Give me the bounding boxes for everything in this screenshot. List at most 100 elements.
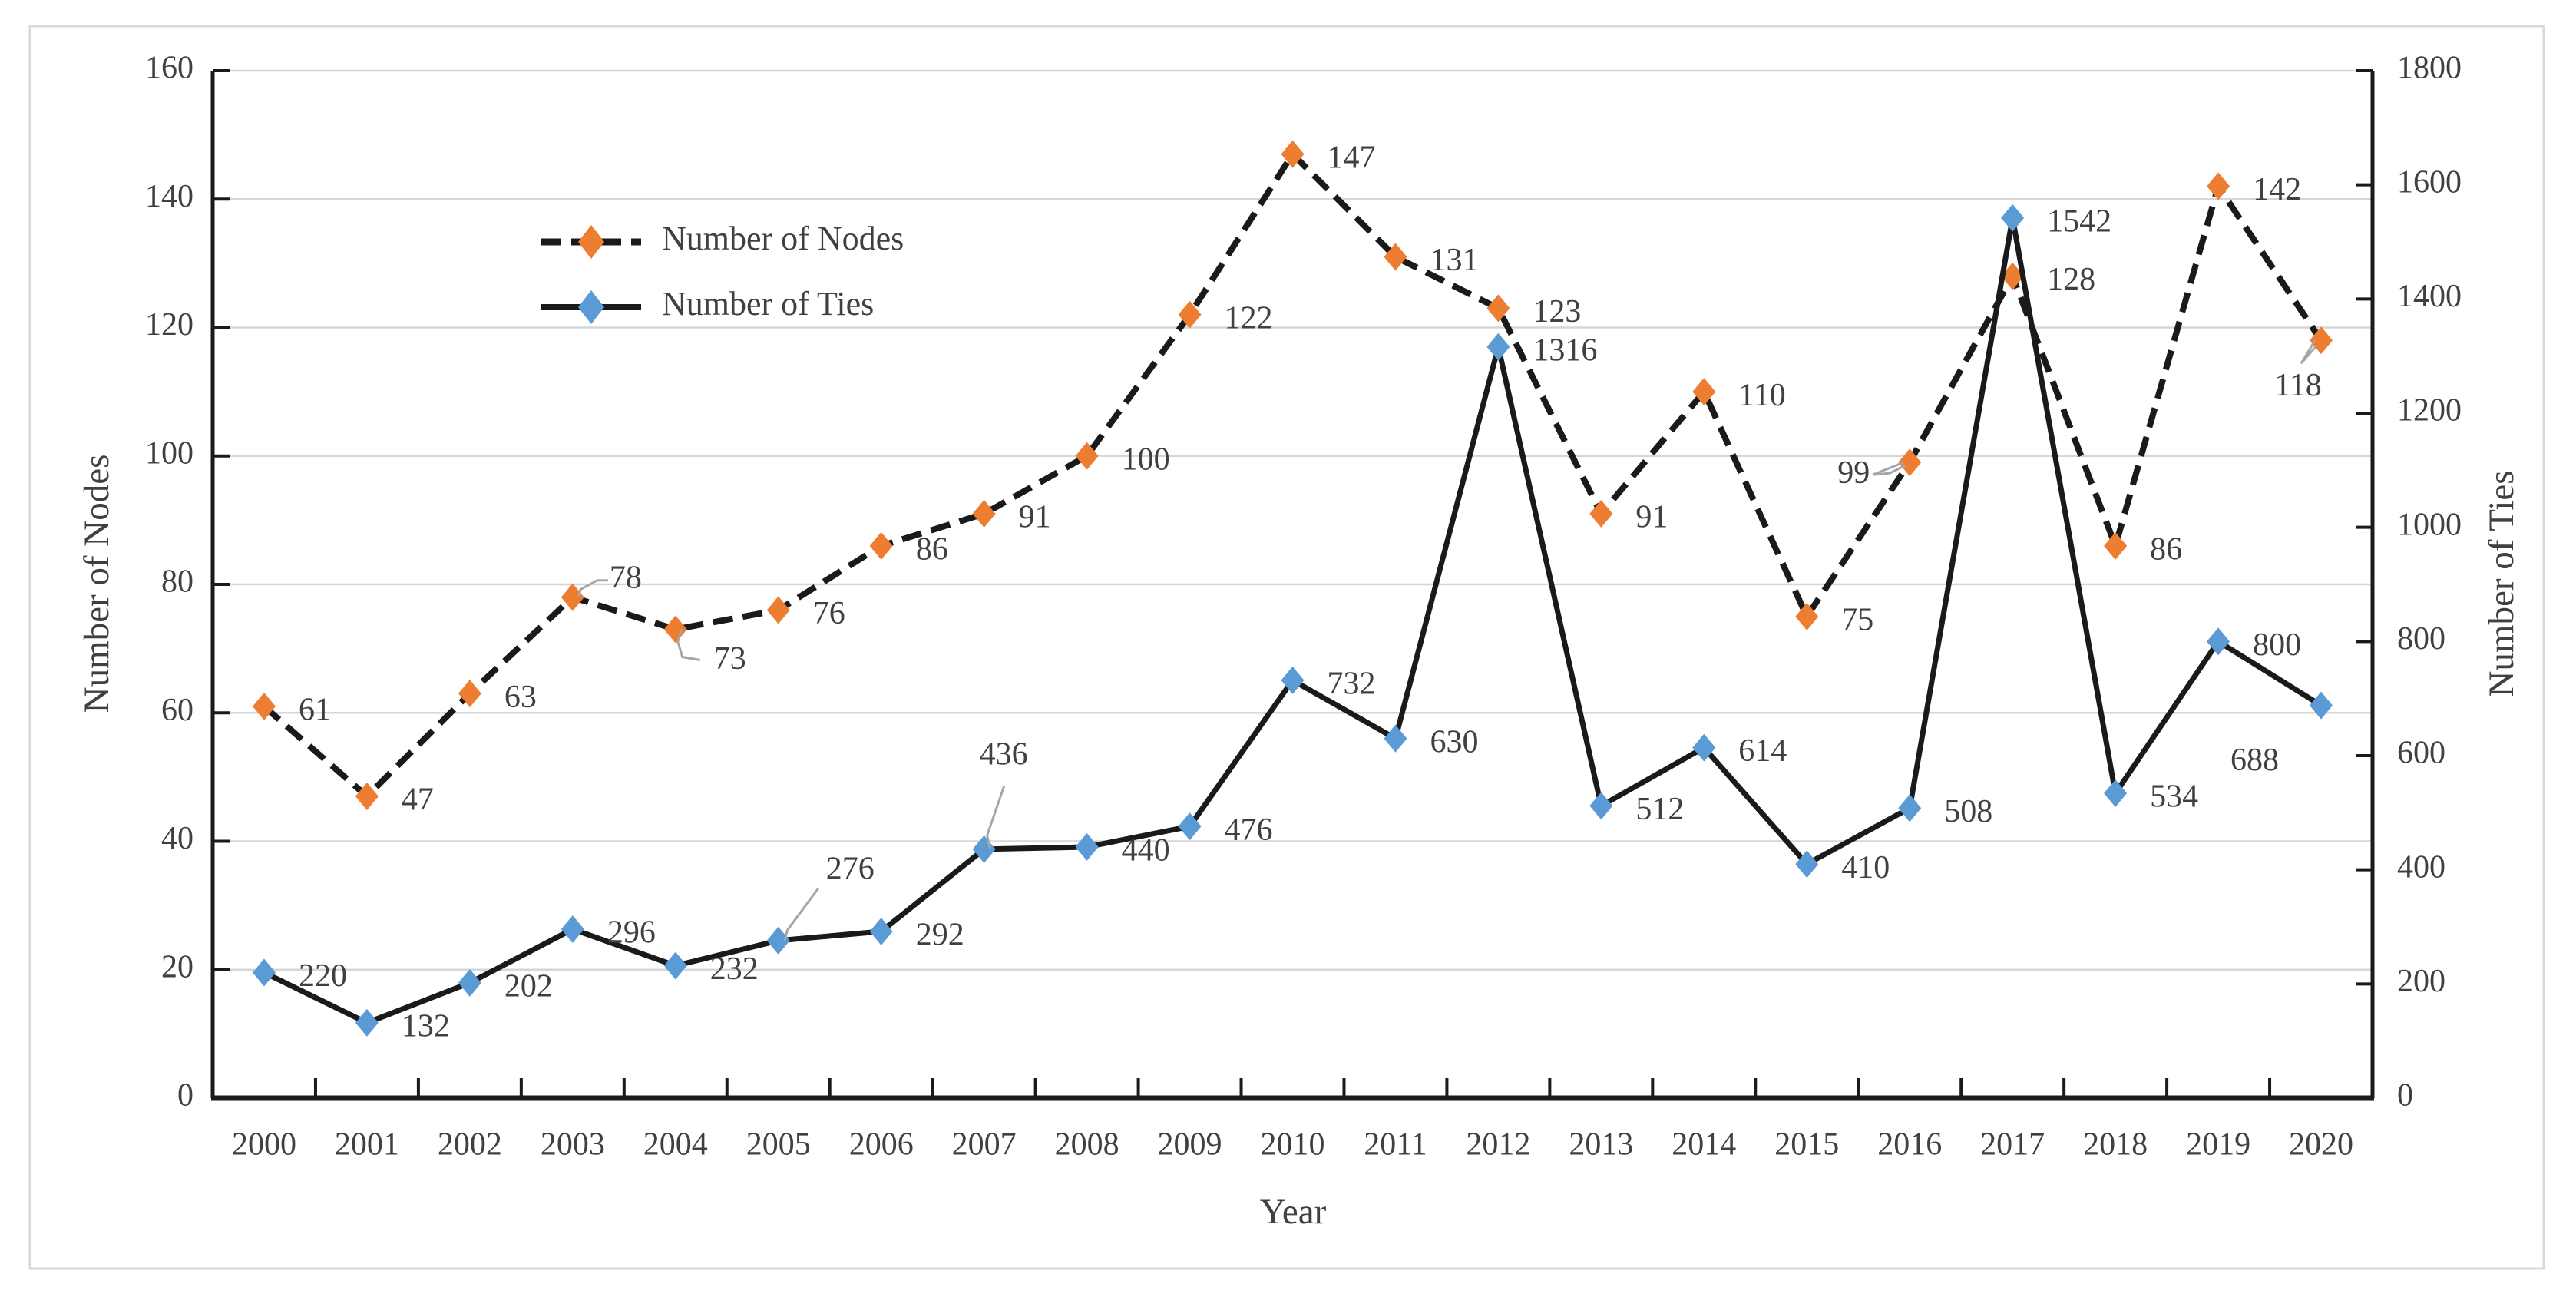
data-label: 75	[1841, 602, 1873, 637]
x-axis-tick-label: 2000	[232, 1127, 296, 1163]
data-label: 78	[610, 560, 642, 595]
data-point-marker	[1795, 602, 1819, 630]
x-axis-tick-label: 2005	[746, 1127, 811, 1163]
data-label: 142	[2253, 172, 2301, 207]
data-label: 800	[2253, 627, 2301, 663]
legend-ties-diamond-icon	[578, 290, 604, 324]
data-point-marker	[766, 926, 790, 955]
legend-label-ties: Number of Ties	[662, 285, 874, 323]
data-label: 436	[980, 737, 1028, 773]
x-axis-tick-label: 2002	[438, 1127, 502, 1163]
data-point-marker	[2104, 531, 2128, 560]
data-label: 100	[1122, 442, 1170, 477]
x-axis-tick-label: 2006	[849, 1127, 914, 1163]
data-point-marker	[1281, 140, 1305, 168]
data-point-marker	[1384, 724, 1407, 753]
x-axis-tick-label: 2018	[2083, 1127, 2148, 1163]
y-axis-right-tick-label: 1600	[2397, 164, 2462, 200]
y-axis-right-tick-label: 1200	[2397, 393, 2462, 428]
data-labels: 61 47 63 78 73 76 86 91 100 122 147 131 123 91 110 75 99…	[299, 140, 2322, 1044]
y-axis-right-tick-label: 0	[2397, 1078, 2413, 1113]
x-axis-tick-label: 2008	[1055, 1127, 1119, 1163]
series-line-ties	[263, 217, 2323, 1026]
data-point-marker	[561, 583, 584, 611]
figure-border	[28, 25, 2545, 1270]
y-axis-left-tick-label: 120	[145, 307, 193, 342]
data-label: 47	[402, 783, 434, 818]
data-point-marker	[1384, 243, 1407, 271]
data-point-marker	[458, 680, 481, 708]
y-axis-left-tick-label: 20	[161, 949, 193, 984]
data-point-marker	[1486, 333, 1510, 361]
y-axis-right-tick-label: 800	[2397, 621, 2445, 657]
data-label: 220	[299, 958, 347, 994]
x-axis-tick-label: 2009	[1158, 1127, 1222, 1163]
data-label: 410	[1841, 850, 1890, 885]
y-axis-right-tick-label: 1000	[2397, 507, 2462, 542]
data-label: 476	[1225, 812, 1273, 848]
data-label: 534	[2150, 779, 2198, 815]
data-label: 132	[402, 1009, 450, 1044]
x-axis-tick-label: 2010	[1261, 1127, 1325, 1163]
data-label: 131	[1430, 243, 1478, 278]
data-point-marker	[2310, 691, 2333, 720]
x-axis-tick-label: 2001	[335, 1127, 399, 1163]
data-label: 732	[1328, 667, 1376, 702]
data-point-marker	[458, 968, 481, 997]
data-point-marker	[1692, 378, 1716, 406]
data-label: 1542	[2047, 203, 2111, 239]
legend-label-nodes: Number of Nodes	[662, 220, 904, 257]
data-point-marker	[1795, 850, 1819, 879]
series-line-nodes	[262, 149, 2324, 801]
data-label: 63	[504, 680, 537, 715]
y-axis-right-tick-label: 200	[2397, 964, 2445, 999]
data-label: 296	[607, 915, 656, 951]
data-point-marker	[2104, 779, 2128, 808]
data-point-marker	[2001, 262, 2025, 290]
data-label: 86	[2150, 531, 2182, 567]
data-point-marker	[252, 692, 276, 720]
data-label: 688	[2230, 743, 2279, 778]
data-point-marker	[1898, 794, 1922, 822]
y-axis-left-tick-label: 40	[161, 821, 193, 856]
legend-nodes-diamond-icon	[578, 225, 604, 259]
x-axis-tick-label: 2020	[2289, 1127, 2353, 1163]
data-label: 440	[1122, 833, 1170, 869]
data-series	[252, 140, 2333, 1037]
legend: Number of Nodes Number of Ties	[541, 220, 904, 324]
data-point-marker	[1075, 442, 1099, 470]
y-axis-left-tick-label: 160	[145, 51, 193, 86]
right-axis-title: Number of Ties	[2482, 470, 2521, 697]
data-point-marker	[1898, 448, 1922, 477]
x-axis-tick-label: 2016	[1877, 1127, 1942, 1163]
y-axis-right-tick-label: 1400	[2397, 279, 2462, 314]
data-point-marker	[766, 596, 790, 624]
data-point-marker	[1178, 812, 1202, 841]
data-point-marker	[1692, 733, 1716, 762]
axes	[210, 69, 2375, 1101]
data-point-marker	[869, 917, 893, 945]
x-axis-tick-label: 2003	[541, 1127, 605, 1163]
data-point-marker	[252, 958, 276, 987]
data-label: 202	[504, 968, 553, 1004]
data-label: 508	[1944, 794, 1992, 829]
data-label: 1316	[1533, 333, 1597, 368]
y-axis-right-tick-label: 400	[2397, 849, 2445, 885]
data-label: 73	[714, 641, 746, 677]
y-axis-left-tick-label: 100	[145, 435, 193, 471]
y-axis-right-tick-label: 1800	[2397, 51, 2462, 86]
data-point-marker	[663, 951, 687, 980]
data-point-marker	[1589, 792, 1613, 820]
data-label: 99	[1837, 455, 1870, 491]
data-point-marker	[869, 531, 893, 560]
data-label-leader-line	[2300, 339, 2317, 365]
data-label-leader-line	[1872, 461, 1906, 476]
y-axis-left-tick-label: 140	[145, 179, 193, 214]
data-label: 232	[710, 951, 759, 987]
x-axis-title: Year	[1260, 1192, 1327, 1232]
tick-labels: 0204060801001201401600200400600800100012…	[145, 51, 2462, 1163]
data-point-marker	[2001, 203, 2025, 232]
data-label: 110	[1738, 378, 1785, 413]
